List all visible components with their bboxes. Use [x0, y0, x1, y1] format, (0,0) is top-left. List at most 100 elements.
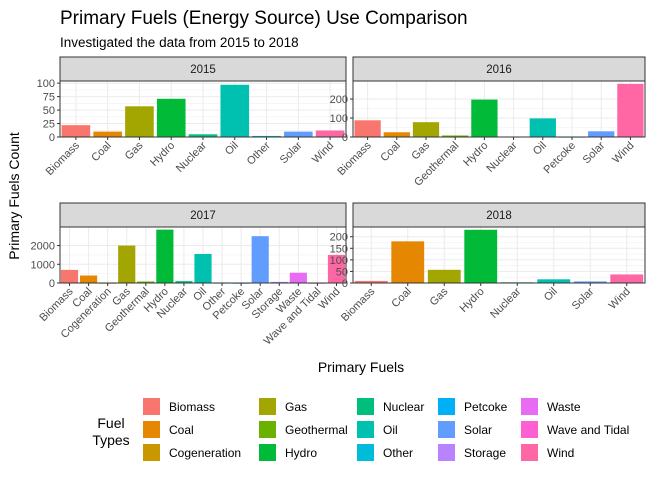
- legend-swatch: [521, 398, 538, 415]
- x-tick-label: Gas: [428, 285, 451, 308]
- legend-label: Geothermal: [285, 423, 348, 437]
- y-tick-label: 0: [49, 278, 55, 290]
- legend-label: Biomass: [169, 400, 215, 414]
- bar-hydro: [156, 98, 186, 137]
- facet-strip: [59, 202, 347, 228]
- legend-swatch: [357, 398, 374, 415]
- y-tick-label: 2000: [31, 241, 55, 253]
- bar-coal: [391, 241, 425, 283]
- bar-nuclear: [175, 281, 193, 283]
- legend-item: Oil: [357, 421, 398, 438]
- y-tick-label: 0: [49, 132, 55, 144]
- legend-swatch: [357, 421, 374, 438]
- x-tick-label: Wind: [316, 286, 342, 312]
- x-tick-label: Hydro: [458, 286, 487, 315]
- legend-item: Cogeneration: [143, 444, 241, 461]
- legend-item: Wind: [521, 444, 574, 461]
- y-tick-label: 0: [342, 132, 348, 144]
- y-axis-label: Primary Fuels Count: [6, 132, 22, 260]
- legend-label: Storage: [464, 446, 506, 460]
- facet-panel-2017: 2017010002000BiomassCoalCogenerationGasG…: [31, 202, 347, 347]
- legend-label: Oil: [383, 423, 398, 437]
- bar-gas: [118, 245, 136, 283]
- legend-item: Gas: [259, 398, 307, 415]
- x-tick-label: Coal: [389, 286, 413, 310]
- x-tick-label: Other: [245, 139, 273, 167]
- bar-gas: [427, 269, 461, 283]
- chart-title: Primary Fuels (Energy Source) Use Compar…: [60, 8, 468, 29]
- x-tick-label: Nuclear: [484, 139, 520, 175]
- x-tick-label: Coal: [378, 140, 402, 164]
- x-tick-label: Coal: [89, 140, 113, 164]
- y-tick-label: 150: [330, 243, 348, 255]
- y-tick-label: 100: [330, 255, 348, 267]
- y-tick-label: 100: [330, 113, 348, 125]
- bar-biomass: [60, 269, 79, 283]
- x-tick-label: Oil: [531, 140, 549, 158]
- bar-geothermal: [442, 135, 469, 137]
- y-tick-label: 0: [342, 278, 348, 290]
- bar-hydro: [471, 99, 498, 137]
- x-tick-label: Biomass: [44, 139, 83, 178]
- bar-coal: [383, 132, 410, 137]
- legend-label: Solar: [464, 423, 492, 437]
- bar-waste: [289, 272, 307, 283]
- facet-strip-label: 2015: [190, 64, 216, 76]
- bar-gas: [412, 122, 440, 137]
- legend-label: Coal: [169, 423, 194, 437]
- legend-item: Hydro: [259, 444, 317, 461]
- panel-border: [352, 226, 646, 284]
- x-tick-label: Biomass: [335, 139, 374, 178]
- bar-solar: [573, 281, 607, 283]
- y-tick-label: 200: [330, 232, 348, 244]
- legend-item: Coal: [143, 421, 194, 438]
- bar-other: [252, 135, 281, 137]
- legend-swatch: [143, 421, 160, 438]
- legend-item: Waste: [521, 398, 581, 415]
- legend-swatch: [259, 421, 276, 438]
- bar-solar: [284, 131, 313, 137]
- legend-item: Solar: [438, 421, 492, 438]
- legend-item: Geothermal: [259, 421, 348, 438]
- legend-label: Hydro: [285, 446, 317, 460]
- facet-strip: [352, 202, 646, 228]
- x-tick-label: Gas: [123, 139, 146, 162]
- legend-swatch: [143, 444, 160, 461]
- legend-title: Types: [92, 432, 129, 448]
- y-tick-label: 200: [330, 94, 348, 106]
- legend-label: Other: [383, 446, 413, 460]
- x-tick-label: Oil: [542, 286, 560, 304]
- bar-solar: [251, 236, 269, 283]
- legend-label: Waste: [547, 400, 581, 414]
- legend-swatch: [438, 398, 455, 415]
- legend-swatch: [357, 444, 374, 461]
- y-tick-label: 50: [336, 266, 348, 278]
- y-tick-label: 50: [43, 105, 55, 117]
- bar-coal: [80, 275, 98, 283]
- bar-hydro: [464, 229, 498, 283]
- legend-swatch: [521, 421, 538, 438]
- legend-label: Petcoke: [464, 400, 508, 414]
- x-axis-label: Primary Fuels: [318, 359, 404, 375]
- x-tick-label: Wind: [310, 140, 336, 166]
- legend-label: Wave and Tidal: [547, 423, 629, 437]
- bar-wind: [327, 254, 346, 283]
- bar-gas: [125, 106, 154, 137]
- bar-nuclear: [188, 134, 218, 137]
- facet-strip: [352, 56, 646, 82]
- y-tick-label: 100: [37, 78, 55, 90]
- legend-item: Storage: [438, 444, 506, 461]
- bar-oil: [537, 279, 571, 283]
- bar-biomass: [61, 125, 91, 137]
- bar-wind: [610, 274, 644, 283]
- legend-swatch: [438, 421, 455, 438]
- y-tick-label: 1000: [31, 259, 55, 271]
- facet-strip-label: 2018: [486, 210, 512, 222]
- bar-oil: [220, 84, 250, 137]
- facet-strip-label: 2016: [486, 64, 512, 76]
- legend-label: Gas: [285, 400, 307, 414]
